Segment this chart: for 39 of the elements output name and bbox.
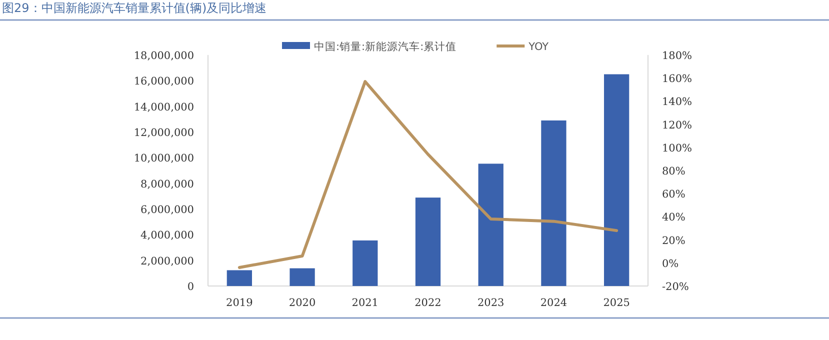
x-tick-label: 2022 bbox=[414, 297, 442, 309]
x-tick-label: 2020 bbox=[288, 297, 316, 309]
x-tick-label: 2025 bbox=[603, 297, 630, 309]
y-tick-label: 6,000,000 bbox=[140, 204, 194, 216]
y2-tick-label: 100% bbox=[662, 142, 692, 154]
y-tick-label: 10,000,000 bbox=[134, 152, 194, 165]
y-tick-label: 0 bbox=[187, 281, 194, 293]
y2-tick-label: 120% bbox=[662, 119, 692, 132]
y-tick-label: 18,000,000 bbox=[134, 50, 194, 62]
bar bbox=[290, 268, 315, 286]
legend-label: 中国:销量:新能源汽车:累计值 bbox=[314, 40, 457, 53]
legend-label: YOY bbox=[528, 41, 550, 53]
y2-tick-label: 80% bbox=[662, 166, 686, 178]
bar bbox=[352, 240, 378, 286]
bar bbox=[478, 164, 504, 286]
y2-tick-label: 40% bbox=[662, 212, 686, 224]
x-tick-label: 2024 bbox=[540, 297, 568, 309]
y-tick-label: 16,000,000 bbox=[134, 76, 194, 88]
y2-tick-label: 140% bbox=[662, 96, 692, 108]
x-tick-label: 2021 bbox=[352, 297, 379, 309]
bar bbox=[541, 120, 566, 286]
y-tick-label: 8,000,000 bbox=[140, 178, 194, 190]
line-series bbox=[238, 80, 618, 270]
x-tick-label: 2023 bbox=[477, 297, 504, 309]
y-tick-label: 4,000,000 bbox=[140, 230, 194, 242]
bar bbox=[226, 270, 252, 286]
x-tick-label: 2019 bbox=[226, 297, 253, 309]
y2-tick-label: 160% bbox=[662, 73, 692, 86]
bar bbox=[415, 198, 441, 286]
chart-title: 图29：中国新能源汽车销量累计值(辆)及同比增速 bbox=[2, 1, 267, 15]
y-tick-label: 14,000,000 bbox=[134, 101, 194, 114]
y2-tick-label: 0% bbox=[662, 258, 679, 270]
y2-tick-label: 180% bbox=[662, 50, 692, 62]
y-tick-label: 12,000,000 bbox=[134, 127, 194, 139]
y-tick-label: 2,000,000 bbox=[140, 255, 194, 268]
y2-tick-label: 60% bbox=[662, 188, 686, 201]
y2-tick-label: -20% bbox=[662, 281, 689, 293]
bar bbox=[604, 74, 630, 286]
y2-tick-label: 20% bbox=[662, 234, 686, 247]
